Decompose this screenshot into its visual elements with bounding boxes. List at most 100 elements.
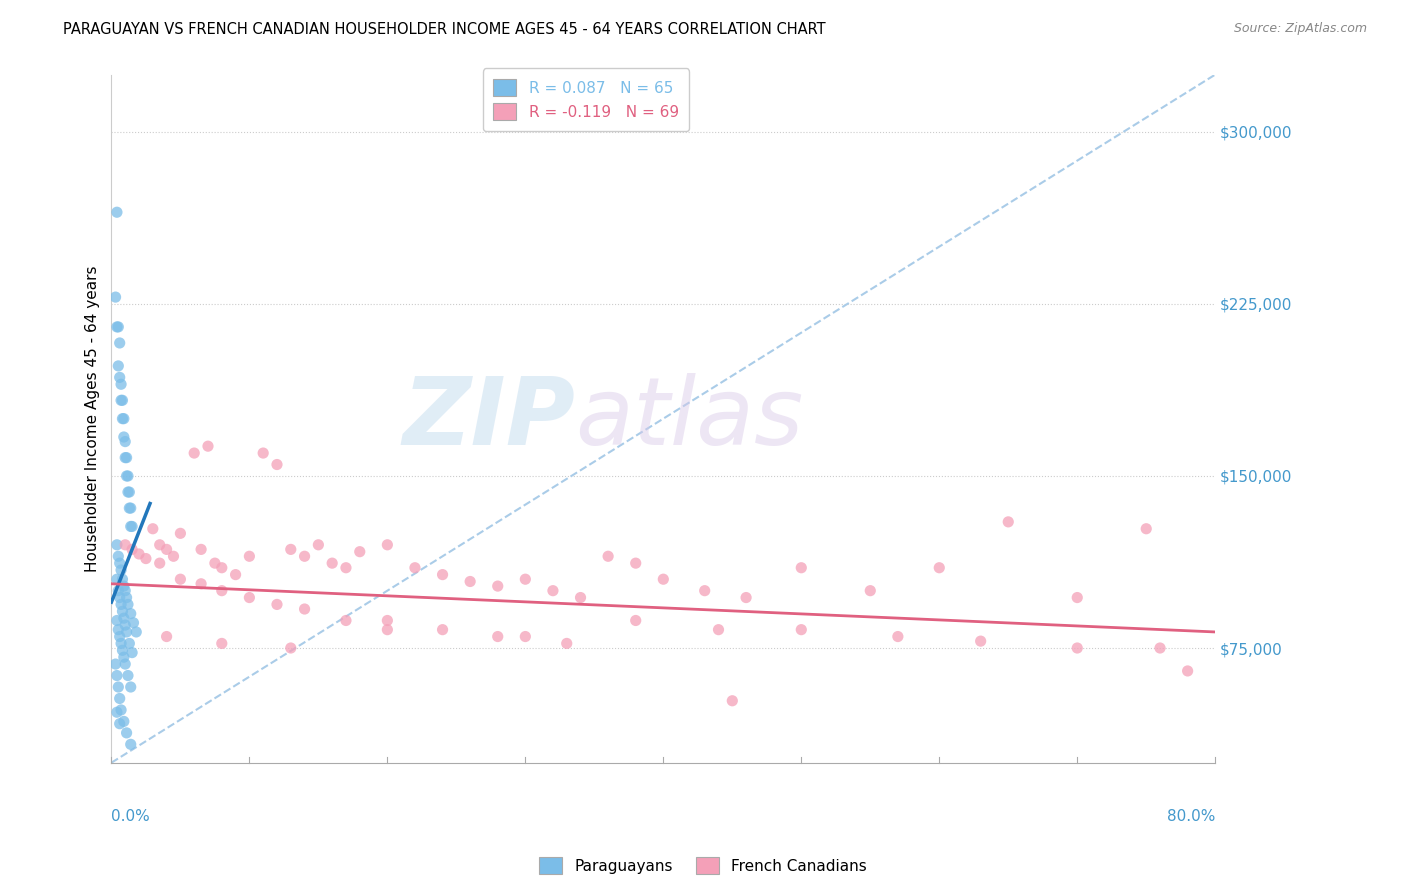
Point xyxy=(108,591,131,605)
Point xyxy=(120,519,142,533)
Point xyxy=(790,560,813,574)
Point xyxy=(110,598,132,612)
Point xyxy=(404,560,426,574)
Point xyxy=(108,556,131,570)
Point xyxy=(114,618,136,632)
Point xyxy=(432,623,454,637)
Point xyxy=(280,542,302,557)
Point xyxy=(107,680,129,694)
Legend: R = 0.087   N = 65, R = -0.119   N = 69: R = 0.087 N = 65, R = -0.119 N = 69 xyxy=(482,69,689,131)
Point xyxy=(155,630,177,644)
Point xyxy=(118,636,141,650)
Point xyxy=(211,636,233,650)
Point xyxy=(120,680,142,694)
Point xyxy=(120,607,142,621)
Point xyxy=(125,624,148,639)
Point xyxy=(432,567,454,582)
Point xyxy=(117,469,139,483)
Point xyxy=(515,572,537,586)
Point xyxy=(321,556,343,570)
Point xyxy=(280,640,302,655)
Point xyxy=(108,370,131,384)
Point xyxy=(117,598,139,612)
Point xyxy=(115,591,138,605)
Point xyxy=(335,560,357,574)
Point xyxy=(190,576,212,591)
Point xyxy=(928,560,950,574)
Point xyxy=(211,560,233,574)
Point xyxy=(1066,591,1088,605)
Point xyxy=(541,583,564,598)
Point xyxy=(486,630,509,644)
Point xyxy=(110,393,132,408)
Point xyxy=(111,643,134,657)
Point xyxy=(108,630,131,644)
Point xyxy=(108,691,131,706)
Point xyxy=(110,377,132,392)
Point xyxy=(211,583,233,598)
Point xyxy=(112,579,135,593)
Point xyxy=(111,604,134,618)
Point xyxy=(349,544,371,558)
Point xyxy=(110,636,132,650)
Point xyxy=(598,549,620,564)
Point xyxy=(707,623,730,637)
Point xyxy=(107,359,129,373)
Point xyxy=(183,446,205,460)
Point xyxy=(169,526,191,541)
Point xyxy=(112,411,135,425)
Point xyxy=(266,458,288,472)
Point xyxy=(569,591,592,605)
Point xyxy=(115,624,138,639)
Point xyxy=(149,556,172,570)
Point xyxy=(111,411,134,425)
Point xyxy=(294,602,316,616)
Point xyxy=(114,450,136,465)
Point xyxy=(135,551,157,566)
Point xyxy=(1149,640,1171,655)
Point xyxy=(112,611,135,625)
Point xyxy=(693,583,716,598)
Point xyxy=(377,538,399,552)
Point xyxy=(114,538,136,552)
Point xyxy=(120,501,142,516)
Point xyxy=(112,650,135,665)
Point xyxy=(107,319,129,334)
Text: ZIP: ZIP xyxy=(402,373,575,465)
Legend: Paraguayans, French Canadians: Paraguayans, French Canadians xyxy=(533,851,873,880)
Point xyxy=(118,485,141,500)
Point xyxy=(110,563,132,577)
Point xyxy=(486,579,509,593)
Point xyxy=(225,567,247,582)
Point xyxy=(114,657,136,671)
Text: 0.0%: 0.0% xyxy=(111,808,150,823)
Point xyxy=(110,703,132,717)
Point xyxy=(108,335,131,350)
Point xyxy=(115,469,138,483)
Point xyxy=(105,538,128,552)
Point xyxy=(121,542,143,557)
Point xyxy=(112,714,135,729)
Point xyxy=(104,290,127,304)
Point xyxy=(162,549,184,564)
Point xyxy=(142,522,165,536)
Point xyxy=(105,668,128,682)
Point xyxy=(721,694,744,708)
Point xyxy=(117,668,139,682)
Point xyxy=(294,549,316,564)
Point xyxy=(112,430,135,444)
Point xyxy=(307,538,329,552)
Point xyxy=(104,657,127,671)
Point xyxy=(515,630,537,644)
Point xyxy=(624,556,647,570)
Point xyxy=(555,636,578,650)
Point xyxy=(997,515,1019,529)
Point xyxy=(197,439,219,453)
Point xyxy=(335,614,357,628)
Point xyxy=(105,705,128,719)
Point xyxy=(238,591,260,605)
Point xyxy=(111,572,134,586)
Point xyxy=(120,737,142,751)
Point xyxy=(121,646,143,660)
Point xyxy=(458,574,481,589)
